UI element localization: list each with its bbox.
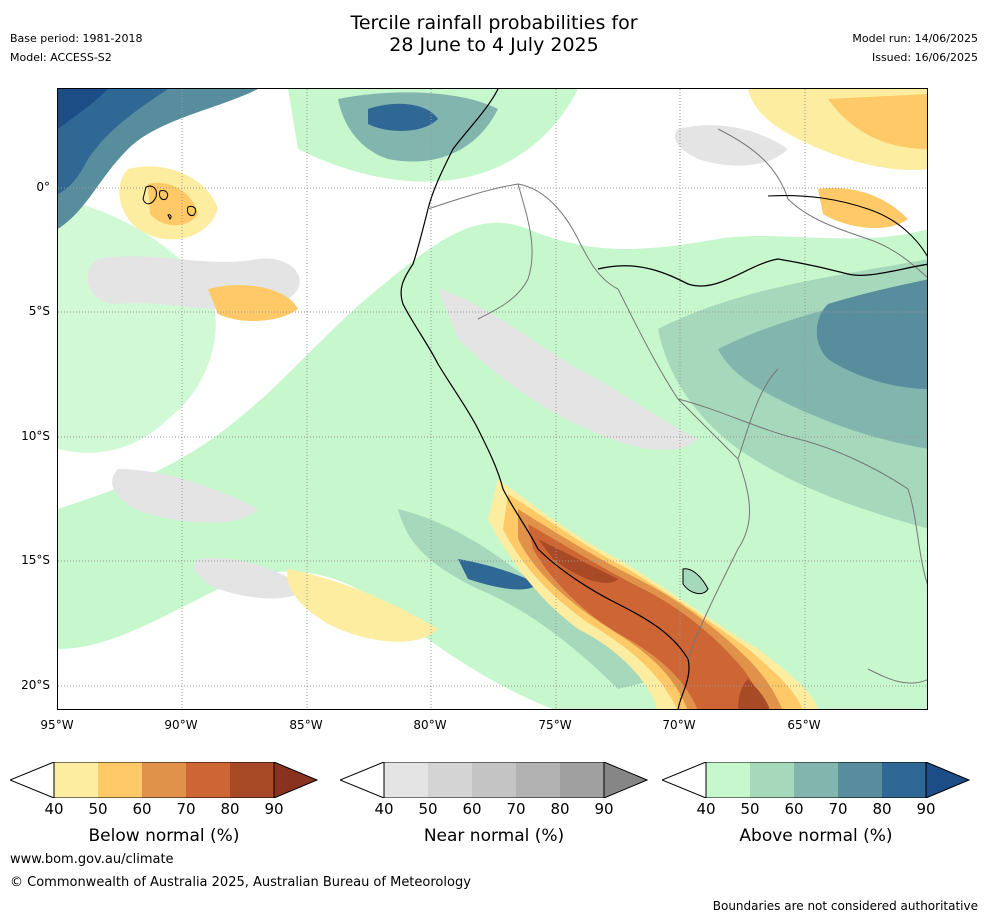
near-tick-90: 90 bbox=[594, 800, 614, 818]
above-tick-40: 40 bbox=[696, 800, 716, 818]
below-swatch-50 bbox=[98, 762, 142, 798]
near-tick-40: 40 bbox=[374, 800, 394, 818]
meta-right: Model run: 14/06/2025 Issued: 16/06/2025 bbox=[852, 32, 978, 70]
colorbar-above-ticks: 40 50 60 70 80 90 bbox=[662, 800, 970, 820]
below-swatch-80 bbox=[230, 762, 274, 798]
above-tick-60: 60 bbox=[784, 800, 804, 818]
lat-label-10s: 10°S bbox=[21, 429, 50, 443]
above-normal-north-dark bbox=[368, 103, 438, 131]
near-tick-50: 50 bbox=[418, 800, 438, 818]
near-normal-south bbox=[112, 469, 258, 523]
colorbar-below-ticks: 40 50 60 70 80 90 bbox=[10, 800, 318, 820]
near-normal-central bbox=[438, 289, 698, 450]
model-run: Model run: 14/06/2025 bbox=[852, 32, 978, 45]
country-borders bbox=[427, 128, 927, 684]
above-swatch-70 bbox=[838, 762, 882, 798]
near-swatch-90 bbox=[603, 761, 649, 799]
below-swatch-40 bbox=[54, 762, 98, 798]
galapagos-islands bbox=[142, 185, 197, 220]
above-swatch-90 bbox=[925, 761, 971, 799]
colorbar-below-title: Below normal (%) bbox=[88, 826, 240, 846]
above-tick-50: 50 bbox=[740, 800, 760, 818]
near-swatch-80 bbox=[560, 762, 604, 798]
below-tick-40: 40 bbox=[44, 800, 64, 818]
near-tick-80: 80 bbox=[550, 800, 570, 818]
lon-label-75w: 75°W bbox=[538, 718, 572, 732]
above-swatch-80 bbox=[882, 762, 926, 798]
colorbar-near-title: Near normal (%) bbox=[423, 826, 565, 846]
below-tick-50: 50 bbox=[88, 800, 108, 818]
lon-label-65w: 65°W bbox=[787, 718, 821, 732]
near-swatch-40 bbox=[384, 762, 428, 798]
probability-map bbox=[57, 88, 928, 710]
colorbar-near-normal-swatches bbox=[338, 761, 649, 799]
colorbar-below-normal-swatches bbox=[8, 761, 319, 799]
below-tick-80: 80 bbox=[220, 800, 240, 818]
amazon-river bbox=[597, 258, 927, 287]
below-swatch-90 bbox=[273, 761, 319, 799]
gridlines bbox=[58, 89, 927, 709]
near-swatch-70 bbox=[516, 762, 560, 798]
coastline bbox=[400, 89, 690, 709]
above-swatch-40 bbox=[706, 762, 750, 798]
below-normal-southwest bbox=[287, 569, 438, 642]
lat-label-5s: 5°S bbox=[28, 304, 50, 318]
above-swatch-50 bbox=[750, 762, 794, 798]
lon-label-95w: 95°W bbox=[40, 718, 74, 732]
below-normal-ne-50 bbox=[828, 94, 927, 149]
colorbar-above-title: Above normal (%) bbox=[739, 826, 893, 846]
below-normal-galapagos-50 bbox=[148, 183, 198, 226]
base-period: Base period: 1981-2018 bbox=[10, 32, 143, 45]
colorbar-above-normal bbox=[660, 761, 971, 799]
above-tick-80: 80 bbox=[872, 800, 892, 818]
lat-label-15s: 15°S bbox=[21, 553, 50, 567]
model-name: Model: ACCESS-S2 bbox=[10, 51, 112, 64]
colorbar-near-ticks: 40 50 60 70 80 90 bbox=[340, 800, 648, 820]
near-normal-sw bbox=[194, 558, 308, 599]
lat-label-0: 0° bbox=[36, 180, 50, 194]
title-line-1: Tercile rainfall probabilities for bbox=[350, 12, 638, 34]
near-swatch-60 bbox=[472, 762, 516, 798]
footer-url: www.bom.gov.au/climate bbox=[10, 852, 174, 867]
above-normal-nw-darkest bbox=[58, 89, 108, 129]
below-normal-west bbox=[208, 285, 298, 321]
above-normal-coast-dark bbox=[458, 559, 538, 590]
near-tick-60: 60 bbox=[462, 800, 482, 818]
lake-titicaca bbox=[682, 568, 709, 595]
below-tick-70: 70 bbox=[176, 800, 196, 818]
lon-label-85w: 85°W bbox=[289, 718, 323, 732]
lon-label-80w: 80°W bbox=[413, 718, 447, 732]
colorbar-above-normal-swatches bbox=[660, 761, 971, 799]
north-river bbox=[767, 195, 927, 257]
above-tick-70: 70 bbox=[828, 800, 848, 818]
below-normal-east-eq bbox=[818, 188, 908, 229]
near-tick-70: 70 bbox=[506, 800, 526, 818]
above-swatch-60 bbox=[794, 762, 838, 798]
colorbar-near-normal bbox=[338, 761, 649, 799]
title-line-2: 28 June to 4 July 2025 bbox=[389, 34, 599, 56]
below-tick-60: 60 bbox=[132, 800, 152, 818]
map-title: Tercile rainfall probabilities for 28 Ju… bbox=[0, 12, 988, 56]
near-swatch-50 bbox=[428, 762, 472, 798]
meta-left: Base period: 1981-2018 Model: ACCESS-S2 bbox=[10, 32, 142, 70]
above-normal-nw-dark bbox=[58, 89, 168, 194]
above-normal-coast bbox=[398, 509, 658, 689]
below-swatch-60 bbox=[142, 762, 186, 798]
lon-label-90w: 90°W bbox=[164, 718, 198, 732]
below-swatch-70 bbox=[186, 762, 230, 798]
map-canvas bbox=[58, 89, 927, 709]
footer-disclaimer: Boundaries are not considered authoritat… bbox=[712, 899, 978, 913]
below-tick-90: 90 bbox=[264, 800, 284, 818]
lon-label-70w: 70°W bbox=[662, 718, 696, 732]
above-tick-90: 90 bbox=[916, 800, 936, 818]
footer-copyright: © Commonwealth of Australia 2025, Austra… bbox=[10, 875, 471, 890]
lat-label-20s: 20°S bbox=[21, 678, 50, 692]
issued-date: Issued: 16/06/2025 bbox=[871, 51, 978, 64]
colorbar-below-normal bbox=[8, 761, 319, 799]
above-normal-70-east bbox=[816, 279, 927, 389]
